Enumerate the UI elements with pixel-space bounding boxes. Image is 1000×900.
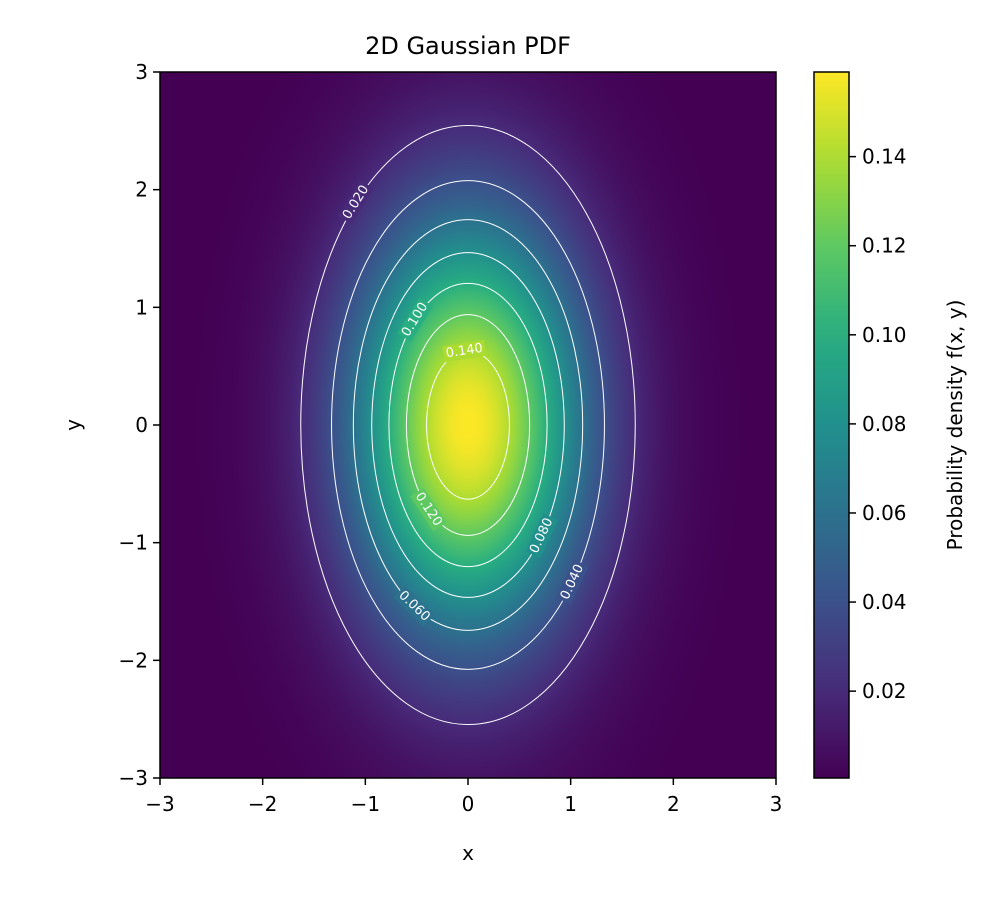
- contour-line: [331, 180, 605, 670]
- colorbar-tick-label: 0.14: [862, 145, 907, 169]
- y-tick-label: −1: [119, 531, 148, 555]
- y-tick-label: 2: [135, 178, 148, 202]
- colorbar-tick-label: 0.12: [862, 234, 907, 258]
- x-tick-label: −3: [145, 792, 174, 816]
- colorbar-tick-label: 0.02: [862, 679, 907, 703]
- y-tick-label: −2: [119, 648, 148, 672]
- colorbar-scale: [813, 71, 850, 779]
- x-tick-label: 1: [564, 792, 577, 816]
- colorbar-tick-label: 0.10: [862, 323, 907, 347]
- x-axis-label: x: [462, 841, 474, 865]
- y-tick-label: 1: [135, 295, 148, 319]
- x-tick-label: 3: [770, 792, 783, 816]
- chart-title: 2D Gaussian PDF: [365, 32, 571, 60]
- y-axis-label: y: [61, 419, 85, 431]
- y-tick-label: 0: [135, 413, 148, 437]
- contour-line: [388, 282, 548, 568]
- y-tick-label: −3: [119, 766, 148, 790]
- density-heatmap: [160, 72, 776, 778]
- colorbar-tick-label: 0.04: [862, 590, 907, 614]
- contour-layer: [300, 125, 636, 725]
- svg-text:0.140: 0.140: [445, 341, 484, 362]
- y-tick-label: 3: [135, 60, 148, 84]
- contour-line: [371, 252, 565, 598]
- x-tick-label: 0: [462, 792, 475, 816]
- contour-label: 0.140: [442, 339, 487, 363]
- x-axis: −3 −2 −1 0 1 2 3: [145, 778, 782, 816]
- contour-line: [405, 314, 531, 536]
- contour-line: [352, 219, 584, 631]
- colorbar-label: Probability density f(x, y): [943, 300, 967, 551]
- contour-line: [300, 125, 636, 725]
- colorbar: 0.02 0.04 0.06 0.08 0.10 0.12 0.14 Probability…: [813, 71, 967, 779]
- colorbar-tick-label: 0.08: [862, 412, 907, 436]
- y-axis: −3 −2 −1 0 1 2 3: [119, 60, 160, 790]
- colorbar-tick-label: 0.06: [862, 501, 907, 525]
- x-tick-label: −1: [351, 792, 380, 816]
- x-tick-label: 2: [667, 792, 680, 816]
- x-tick-label: −2: [248, 792, 277, 816]
- colorbar-axis: 0.02 0.04 0.06 0.08 0.10 0.12 0.14: [849, 145, 907, 703]
